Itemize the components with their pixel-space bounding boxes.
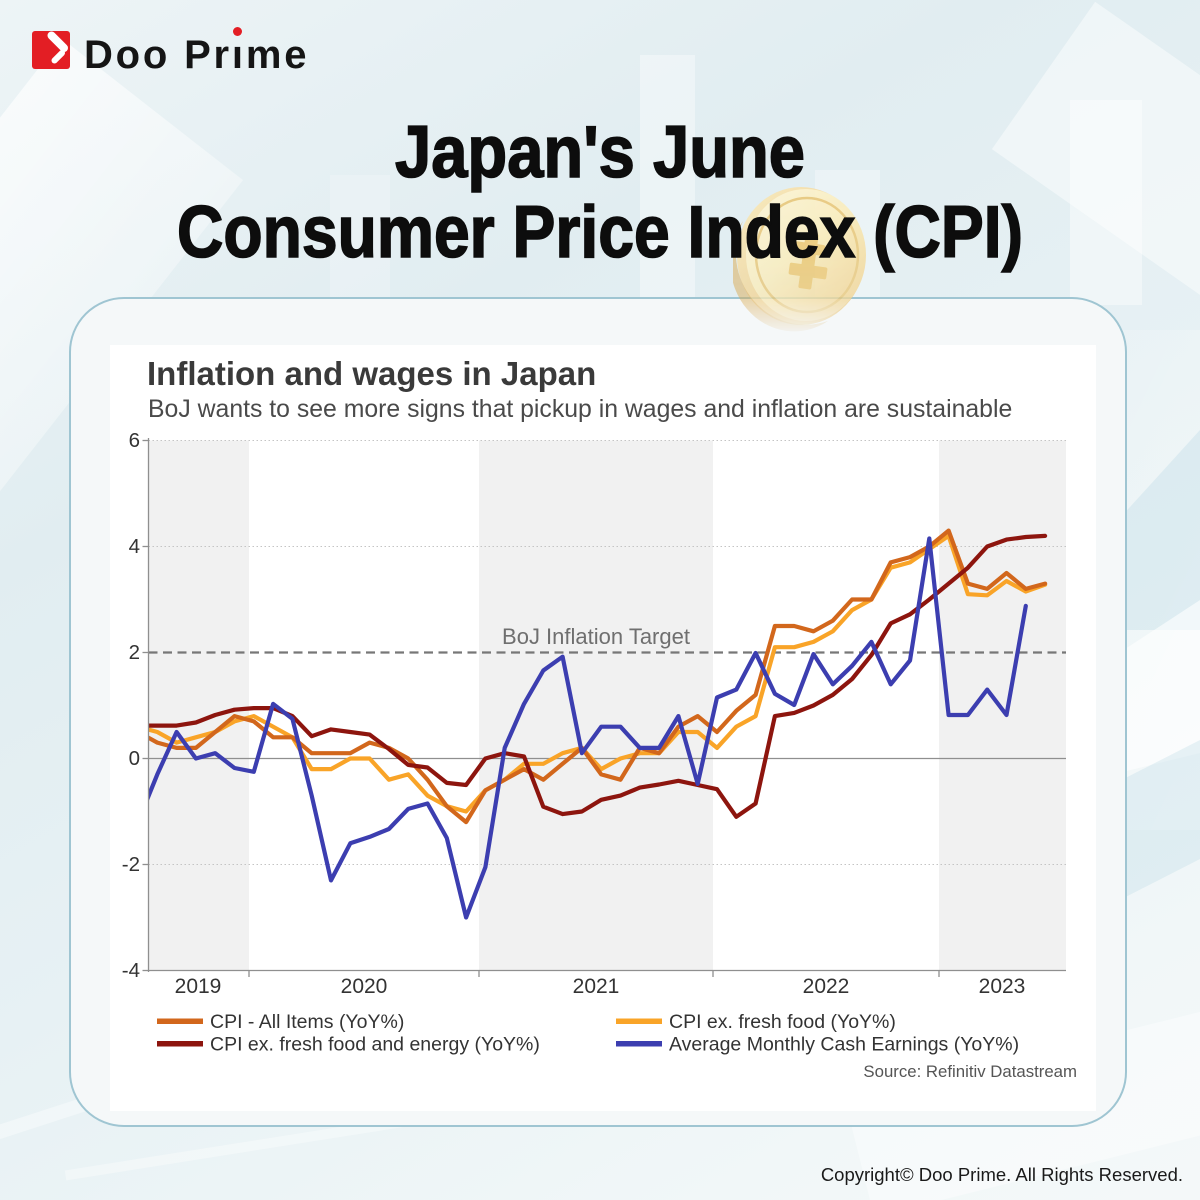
svg-text:2022: 2022 bbox=[803, 975, 850, 998]
svg-text:Source: Refinitiv Datastream: Source: Refinitiv Datastream bbox=[863, 1062, 1077, 1081]
svg-text:BoJ wants to see more signs th: BoJ wants to see more signs that pickup … bbox=[148, 396, 1012, 423]
svg-text:2: 2 bbox=[129, 641, 140, 664]
svg-text:CPI ex. fresh food and energy: CPI ex. fresh food and energy (YoY%) bbox=[210, 1034, 540, 1056]
svg-text:2023: 2023 bbox=[979, 975, 1026, 998]
svg-text:2020: 2020 bbox=[341, 975, 388, 998]
svg-text:Inflation and wages in Japan: Inflation and wages in Japan bbox=[147, 355, 596, 392]
svg-text:2019: 2019 bbox=[175, 975, 222, 998]
svg-text:4: 4 bbox=[129, 535, 140, 558]
svg-text:-2: -2 bbox=[122, 853, 140, 876]
svg-text:CPI ex. fresh food (YoY%): CPI ex. fresh food (YoY%) bbox=[669, 1011, 896, 1033]
svg-text:Average Monthly Cash Earnings: Average Monthly Cash Earnings (YoY%) bbox=[669, 1034, 1019, 1056]
svg-text:6: 6 bbox=[129, 429, 140, 452]
svg-text:2021: 2021 bbox=[573, 975, 620, 998]
svg-text:BoJ Inflation Target: BoJ Inflation Target bbox=[502, 624, 690, 649]
svg-text:CPI - All Items (YoY%): CPI - All Items (YoY%) bbox=[210, 1011, 404, 1033]
svg-text:-4: -4 bbox=[122, 959, 140, 982]
svg-text:0: 0 bbox=[129, 747, 140, 770]
